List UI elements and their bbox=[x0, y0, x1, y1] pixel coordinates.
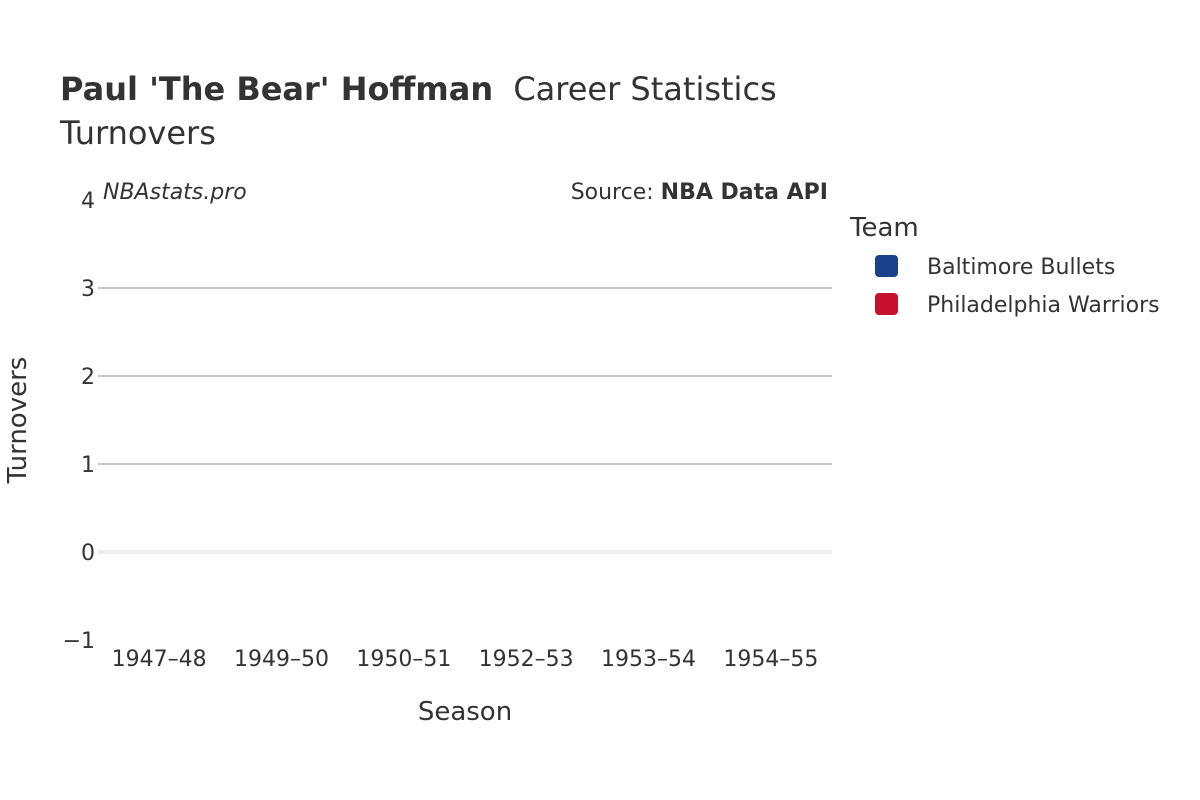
source-name: NBA Data API bbox=[661, 180, 828, 205]
source-note: Source: NBA Data API bbox=[571, 180, 828, 205]
y-tick-label: 1 bbox=[81, 453, 95, 478]
source-prefix: Source: bbox=[571, 180, 661, 205]
y-axis-ticks: −1 0 1 2 3 4 bbox=[63, 189, 95, 654]
y-tick-label: 3 bbox=[81, 277, 95, 302]
x-tick-label: 1949–50 bbox=[234, 647, 329, 672]
legend-label: Baltimore Bullets bbox=[927, 255, 1115, 280]
legend-swatch bbox=[875, 255, 898, 277]
chart-title: Paul 'The Bear' Hoffman Career Statistic… bbox=[60, 70, 777, 108]
y-tick-label: −1 bbox=[63, 629, 95, 654]
y-tick-label: 4 bbox=[81, 189, 95, 214]
x-tick-label: 1947–48 bbox=[112, 647, 207, 672]
legend-label: Philadelphia Warriors bbox=[927, 293, 1160, 318]
x-tick-label: 1952–53 bbox=[479, 647, 574, 672]
x-tick-label: 1950–51 bbox=[356, 647, 451, 672]
y-tick-label: 0 bbox=[81, 541, 95, 566]
x-axis-ticks: 1947–48 1949–50 1950–51 1952–53 1953–54 1954–… bbox=[112, 647, 819, 672]
x-tick-label: 1953–54 bbox=[601, 647, 696, 672]
x-axis-label: Season bbox=[418, 697, 512, 727]
legend: Baltimore Bullets Philadelphia Warriors bbox=[875, 255, 1160, 318]
grid bbox=[98, 287, 832, 554]
chart-title-bold: Paul 'The Bear' Hoffman bbox=[60, 70, 493, 108]
watermark: NBAstats.pro bbox=[103, 180, 247, 205]
legend-title: Team bbox=[849, 213, 919, 243]
chart-subtitle: Turnovers bbox=[59, 114, 216, 152]
chart-title-rest: Career Statistics bbox=[513, 70, 776, 108]
y-tick-label: 2 bbox=[81, 365, 95, 390]
x-tick-label: 1954–55 bbox=[723, 647, 818, 672]
legend-swatch bbox=[875, 293, 898, 315]
y-axis-label: Turnovers bbox=[3, 357, 33, 485]
